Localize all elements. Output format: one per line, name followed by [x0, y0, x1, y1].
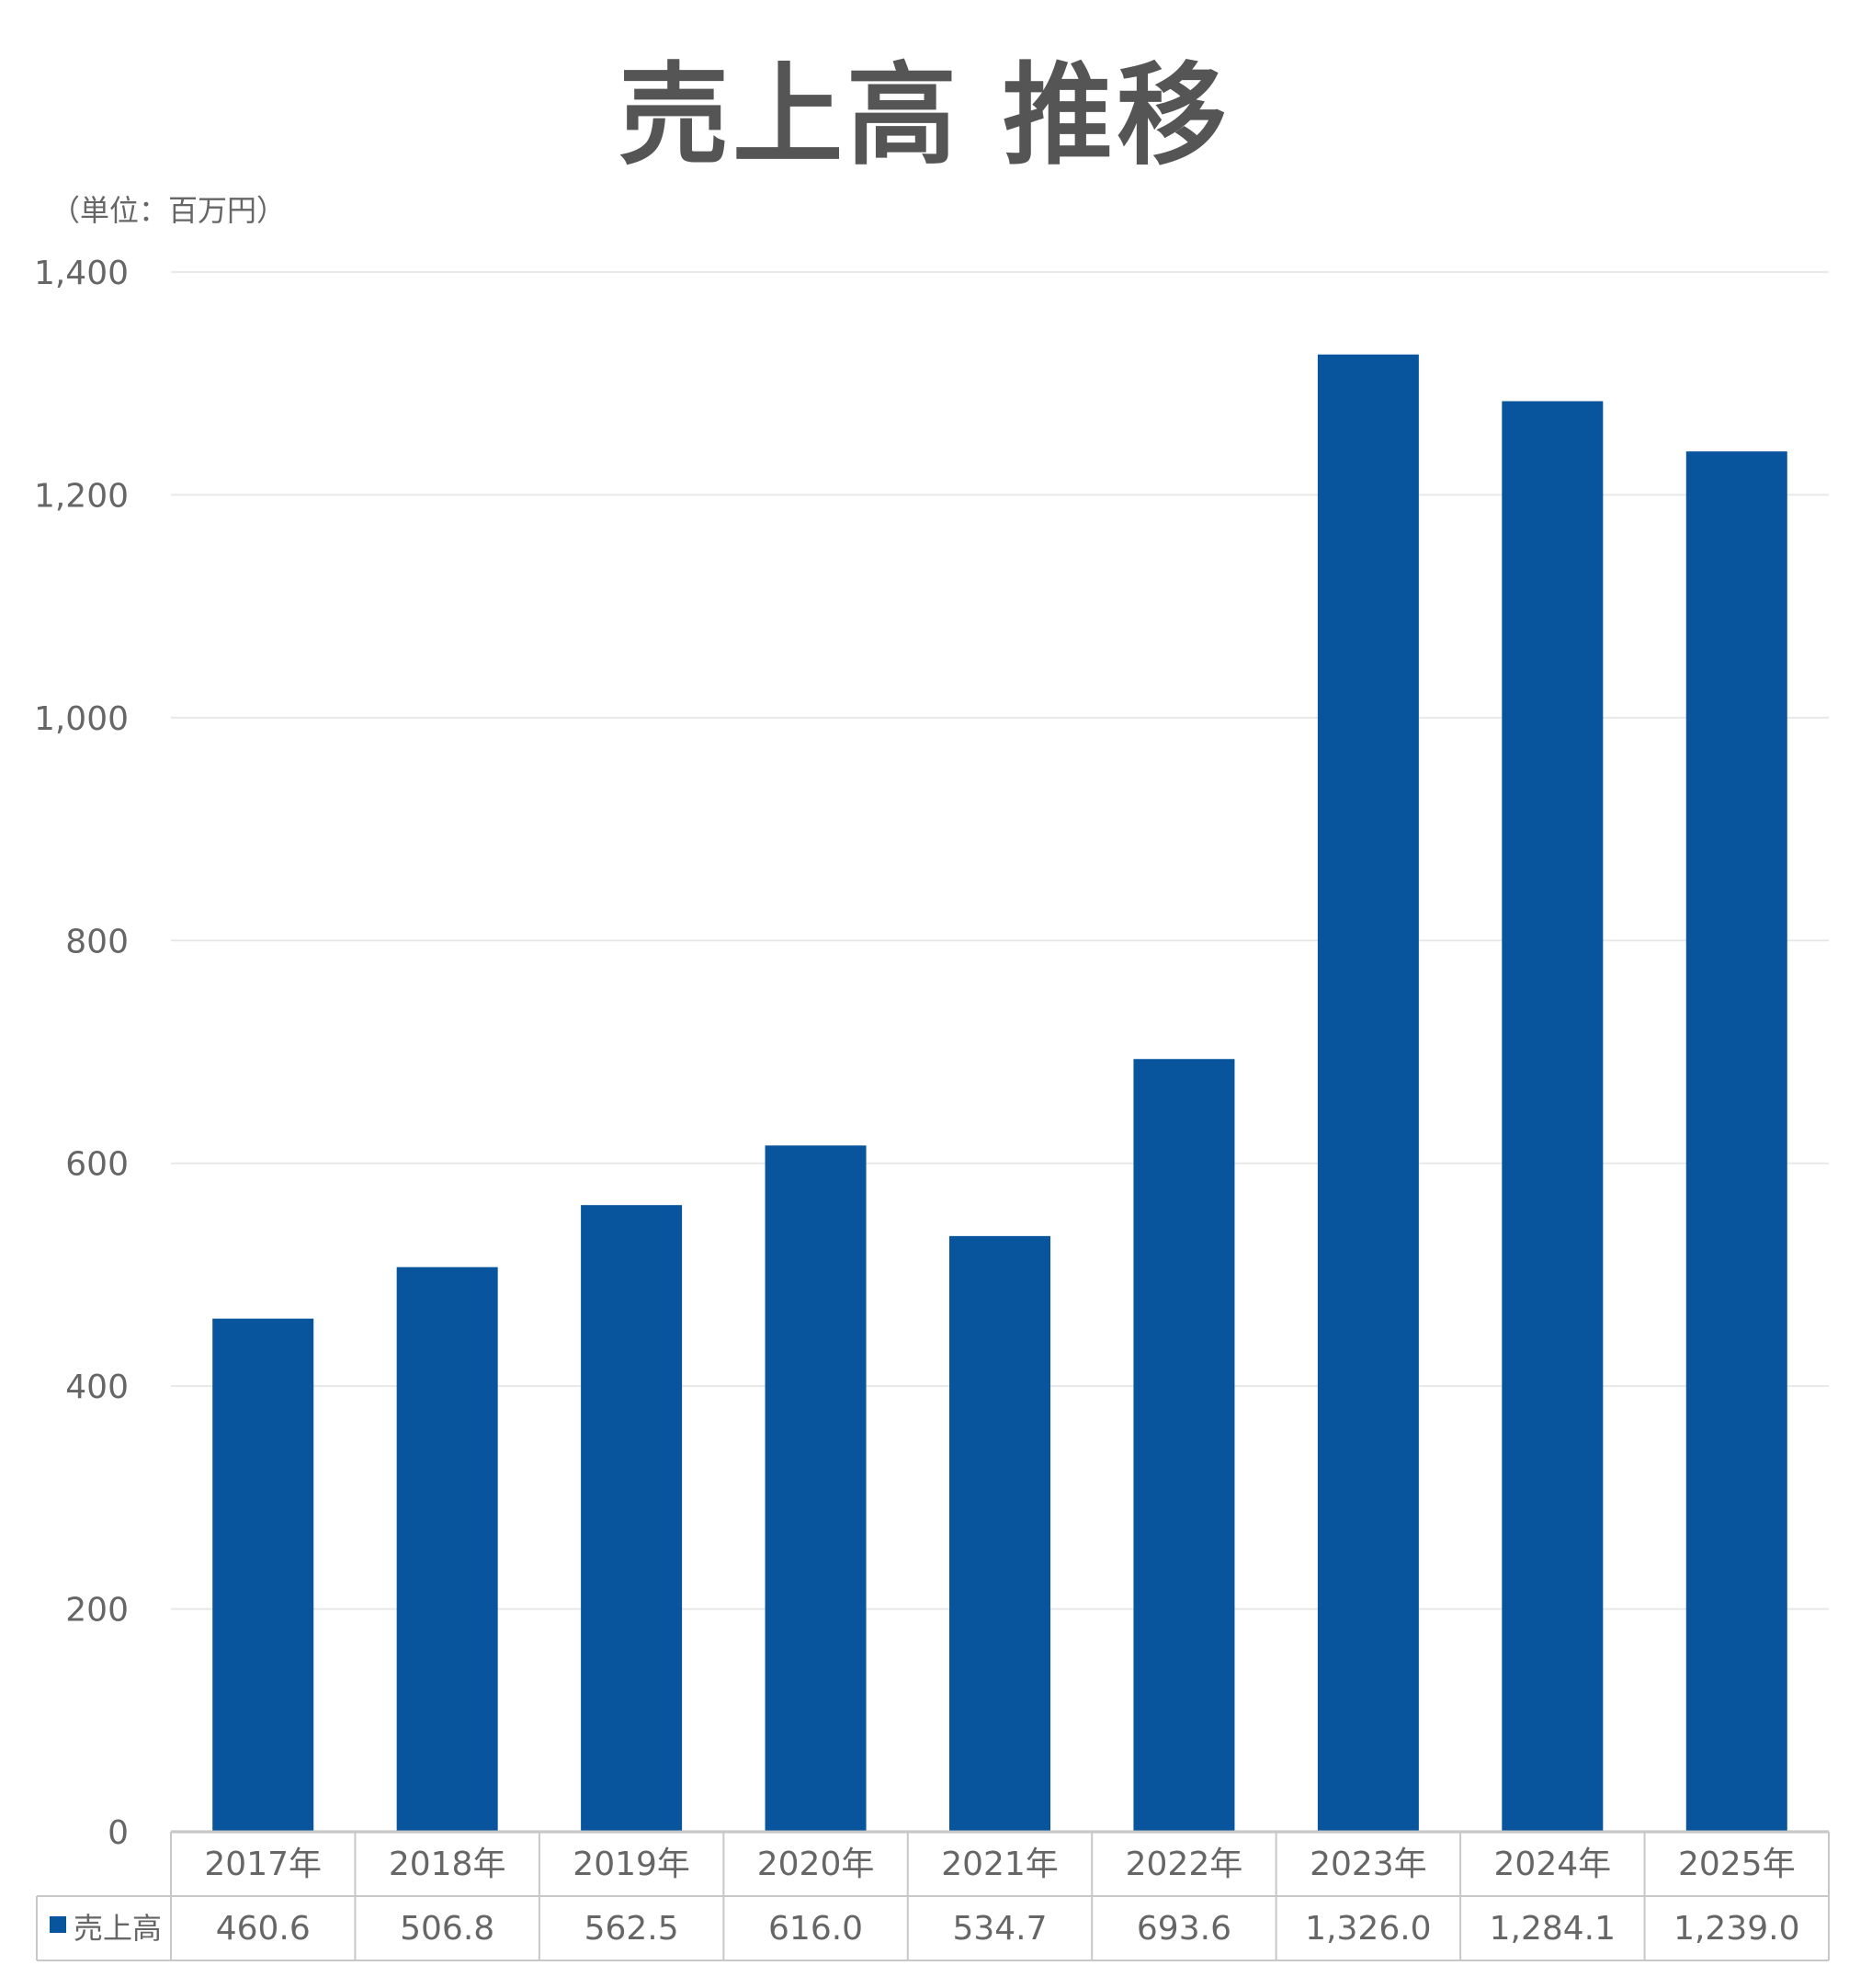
data-label: 506.8	[400, 1910, 494, 1948]
y-tick-label: 200	[65, 1592, 129, 1630]
x-tick-label: 2023年	[1310, 1846, 1427, 1883]
x-tick-label: 2017年	[204, 1846, 322, 1883]
data-label: 616.0	[768, 1910, 863, 1948]
data-label: 534.7	[952, 1910, 1047, 1948]
legend-swatch	[50, 1916, 66, 1933]
y-tick-label: 0	[108, 1814, 129, 1852]
data-label: 1,284.1	[1490, 1910, 1616, 1948]
x-tick-label: 2022年	[1126, 1846, 1243, 1883]
y-tick-label: 800	[65, 923, 129, 960]
bar	[581, 1205, 683, 1832]
bar	[212, 1318, 314, 1832]
x-tick-label: 2020年	[757, 1846, 875, 1883]
data-label: 693.6	[1137, 1910, 1231, 1948]
legend-label: 売上高	[74, 1911, 162, 1946]
y-tick-label: 1,000	[34, 700, 129, 738]
bar	[1317, 354, 1419, 1832]
bar	[1685, 451, 1787, 1832]
y-tick-label: 400	[65, 1369, 129, 1406]
y-tick-label: 1,200	[34, 477, 129, 515]
data-label: 460.6	[216, 1910, 311, 1948]
bar	[1133, 1059, 1235, 1832]
x-tick-label: 2018年	[389, 1846, 506, 1883]
x-tick-label: 2021年	[941, 1846, 1059, 1883]
bar	[396, 1267, 498, 1832]
bar	[1502, 401, 1604, 1833]
bar	[765, 1145, 867, 1832]
data-label: 562.5	[584, 1910, 679, 1948]
x-tick-label: 2024年	[1494, 1846, 1612, 1883]
x-tick-label: 2025年	[1678, 1846, 1796, 1883]
chart-title: 売上高 推移	[618, 52, 1231, 180]
unit-label: （単位：百万円）	[51, 193, 287, 228]
x-tick-label: 2019年	[573, 1846, 690, 1883]
data-label: 1,326.0	[1305, 1910, 1431, 1948]
data-label: 1,239.0	[1673, 1910, 1799, 1948]
y-tick-label: 600	[65, 1146, 129, 1184]
y-tick-label: 1,400	[34, 255, 129, 292]
bar	[949, 1235, 1050, 1832]
